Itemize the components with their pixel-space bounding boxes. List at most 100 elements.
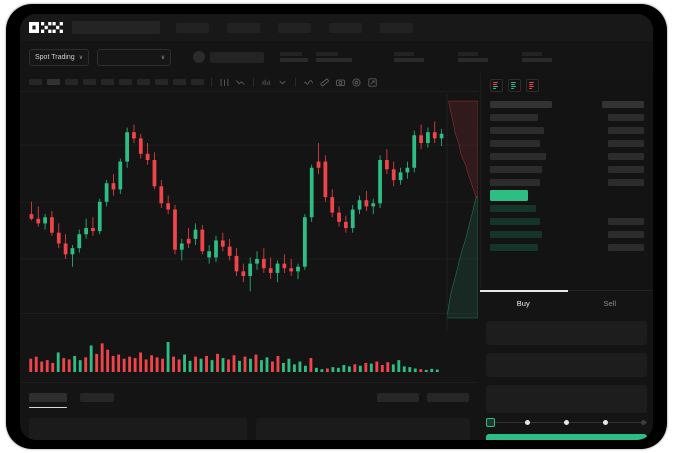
order-book-row[interactable] <box>481 124 653 137</box>
order-book-view-modes <box>481 73 653 98</box>
nav-item-3[interactable] <box>329 22 362 33</box>
tab-buy[interactable]: Buy <box>480 291 567 316</box>
orders-action-0[interactable] <box>377 393 419 402</box>
order-book-price-bar <box>490 218 540 225</box>
camera-icon[interactable] <box>335 77 346 88</box>
indicator-icon[interactable] <box>261 77 272 88</box>
order-book-row[interactable] <box>481 241 653 254</box>
slider-handle[interactable] <box>486 418 495 427</box>
stat-label <box>316 51 339 56</box>
timeframe-button-3[interactable] <box>83 79 96 85</box>
stat-label <box>458 51 479 56</box>
line-chart-icon[interactable] <box>235 77 246 88</box>
order-book-price-bar <box>490 140 540 147</box>
fullscreen-icon[interactable] <box>367 77 378 88</box>
amount-percent-slider[interactable] <box>486 418 647 427</box>
stat-value <box>458 58 489 63</box>
tab-buy-label: Buy <box>516 299 530 308</box>
timeframe-button-7[interactable] <box>155 79 168 85</box>
timeframe-button-0[interactable] <box>29 79 42 85</box>
order-book-row[interactable] <box>481 202 653 215</box>
stat-value <box>522 58 553 63</box>
search-input[interactable] <box>72 21 160 34</box>
order-book-row[interactable] <box>481 228 653 241</box>
settings-gear-icon[interactable] <box>351 77 362 88</box>
order-book-panel <box>480 73 653 289</box>
order-book-amount-bar <box>608 166 644 173</box>
pair-price-value <box>210 51 265 63</box>
wave-icon[interactable] <box>303 77 314 88</box>
candlestick-canvas <box>20 93 478 330</box>
slider-stop-100[interactable] <box>641 419 646 425</box>
stat-block-0 <box>280 51 309 63</box>
nav-item-2[interactable] <box>278 22 311 33</box>
orders-action-1[interactable] <box>427 393 469 402</box>
timeframe-button-6[interactable] <box>137 79 150 85</box>
order-book-row[interactable] <box>481 176 653 189</box>
order-book-row[interactable] <box>481 111 653 124</box>
nav-item-4[interactable] <box>380 22 413 33</box>
slider-stop-25[interactable] <box>525 419 530 425</box>
okx-logo[interactable] <box>29 22 63 33</box>
compare-icon[interactable] <box>277 77 288 88</box>
order-book-price-bar <box>490 205 536 212</box>
nav-item-0[interactable] <box>176 22 209 33</box>
orderbook-bids-icon[interactable] <box>508 79 521 92</box>
order-book-price-bar <box>490 231 542 238</box>
stat-label <box>280 51 303 56</box>
timeframe-button-1[interactable] <box>47 79 60 85</box>
stat-label <box>522 51 543 56</box>
order-book-amount-bar <box>608 140 644 147</box>
order-book-rows <box>481 111 653 254</box>
orders-tab-0[interactable] <box>29 393 67 408</box>
stat-value <box>394 58 425 63</box>
order-book-amount-bar <box>608 218 644 225</box>
pair-selector[interactable]: ∨ <box>97 48 172 66</box>
order-book-row[interactable] <box>481 215 653 228</box>
timeframe-button-5[interactable] <box>119 79 132 85</box>
ruler-icon[interactable] <box>319 77 330 88</box>
order-field-1[interactable] <box>486 353 647 377</box>
slider-stop-50[interactable] <box>564 419 569 425</box>
volume-canvas <box>29 342 439 372</box>
order-book-price-bar <box>490 114 538 121</box>
order-book-price-bar <box>490 179 540 186</box>
order-field-2[interactable] <box>486 385 647 413</box>
timeframe-button-4[interactable] <box>101 79 114 85</box>
order-book-row[interactable] <box>481 163 653 176</box>
candlestick-chart-icon[interactable] <box>219 77 230 88</box>
stat-block-1 <box>316 51 353 63</box>
order-book-amount-bar <box>608 231 644 238</box>
chevron-down-icon: ∨ <box>78 54 84 61</box>
trading-mode-selector[interactable]: Spot Trading ∨ <box>29 48 90 66</box>
order-book-header-left <box>490 101 552 108</box>
order-book-amount-bar <box>608 127 644 134</box>
orders-tab-1[interactable] <box>80 393 114 402</box>
order-book-price-bar <box>490 244 538 251</box>
order-book-price-bar <box>490 190 528 201</box>
chart-toolbar <box>20 73 478 92</box>
order-field-0[interactable] <box>486 321 647 345</box>
order-book-amount-bar <box>608 244 644 251</box>
nav-item-1[interactable] <box>227 22 260 33</box>
order-book-header-right <box>602 101 644 108</box>
order-book-row[interactable] <box>481 137 653 150</box>
volume-chart <box>20 330 478 382</box>
pair-avatar <box>193 51 206 63</box>
tab-sell[interactable]: Sell <box>567 291 654 316</box>
price-chart[interactable] <box>20 93 478 330</box>
slider-stop-75[interactable] <box>603 419 608 425</box>
stat-label <box>394 51 415 56</box>
bottom-panel-1[interactable] <box>256 418 470 440</box>
timeframe-button-8[interactable] <box>173 79 186 85</box>
order-book-row[interactable] <box>481 150 653 163</box>
orderbook-asks-icon[interactable] <box>526 79 539 92</box>
timeframe-button-2[interactable] <box>65 79 78 85</box>
order-book-row[interactable] <box>481 189 653 202</box>
orderbook-both-icon[interactable] <box>490 79 503 92</box>
submit-buy-button[interactable] <box>486 434 647 440</box>
timeframe-button-9[interactable] <box>191 79 204 85</box>
bottom-panel-0[interactable] <box>29 418 247 440</box>
stat-block-2 <box>394 51 425 63</box>
stat-block-3 <box>458 51 489 63</box>
